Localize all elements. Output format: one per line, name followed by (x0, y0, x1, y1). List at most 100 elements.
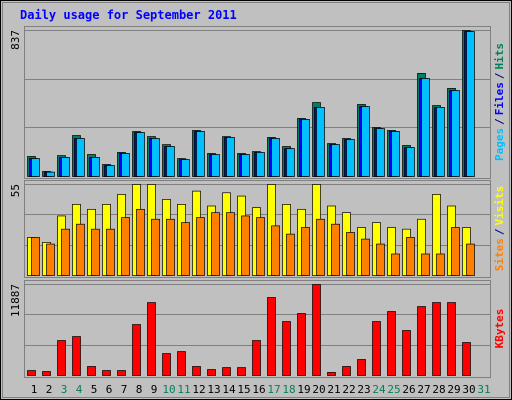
x-tick-label: 11 (177, 383, 190, 396)
bar (376, 128, 385, 177)
bar (316, 107, 325, 177)
bar (451, 90, 460, 177)
bar (57, 340, 66, 376)
bar (27, 370, 36, 376)
legend: Sites / Visits (493, 186, 506, 272)
x-tick-label: 4 (76, 383, 83, 396)
bar (346, 232, 355, 276)
x-tick-label: 8 (136, 383, 143, 396)
bar (421, 78, 430, 177)
bar (226, 137, 235, 177)
y-tick-label: 837 (9, 30, 22, 50)
x-tick-label: 26 (402, 383, 415, 396)
bar (166, 146, 175, 177)
x-tick-label: 17 (267, 383, 280, 396)
chart-title: Daily usage for September 2011 (20, 8, 237, 22)
bar (166, 218, 175, 276)
bar (192, 366, 201, 376)
bar (286, 148, 295, 177)
bar (357, 359, 366, 376)
legend-entry: KBytes (493, 309, 506, 349)
legend-entry: Hits (493, 43, 506, 70)
x-tick-label: 30 (462, 383, 475, 396)
bar (376, 243, 385, 276)
bar (237, 367, 246, 376)
bar (447, 302, 456, 376)
legend-entry: Sites (493, 238, 506, 271)
legend-separator: / (493, 72, 506, 79)
bar (421, 253, 430, 276)
y-tick-label: 55 (9, 184, 22, 197)
bar (436, 107, 445, 177)
bar (346, 139, 355, 177)
x-tick-label: 20 (312, 383, 325, 396)
legend: KBytes (493, 309, 506, 349)
bar (252, 340, 261, 376)
x-tick-label: 18 (282, 383, 295, 396)
bar (106, 165, 115, 177)
bar (436, 253, 445, 276)
bar (271, 225, 280, 276)
legend: Pages / Files / Hits (493, 43, 506, 161)
x-tick-label: 6 (106, 383, 113, 396)
x-tick-label: 7 (121, 383, 128, 396)
x-tick-label: 23 (357, 383, 370, 396)
bar (342, 366, 351, 376)
bar (301, 119, 310, 177)
legend-entry: Visits (493, 186, 506, 226)
bar (177, 351, 186, 376)
x-tick-label: 21 (327, 383, 340, 396)
bar (466, 243, 475, 276)
bar (91, 228, 100, 276)
x-tick-label: 24 (372, 383, 386, 396)
bar (147, 302, 156, 376)
bar (196, 131, 205, 177)
bar (196, 217, 205, 276)
x-tick-label: 27 (417, 383, 430, 396)
bar (226, 212, 235, 276)
x-tick-label: 10 (162, 383, 175, 396)
bar (406, 147, 415, 177)
bar (121, 217, 130, 276)
bar (87, 366, 96, 376)
x-tick-label: 14 (222, 383, 236, 396)
bar (462, 342, 471, 376)
bar (117, 370, 126, 376)
bar (432, 302, 441, 376)
x-tick-label: 2 (46, 383, 53, 396)
bar (222, 367, 231, 376)
bar (297, 313, 306, 376)
bar (151, 138, 160, 177)
bar (361, 238, 370, 276)
x-tick-label: 28 (432, 383, 445, 396)
bar (42, 371, 51, 376)
bar (241, 154, 250, 177)
x-tick-label: 3 (61, 383, 68, 396)
bar (31, 158, 40, 177)
legend-entry: Files (493, 82, 506, 115)
bar (451, 227, 460, 276)
bar (402, 330, 411, 376)
x-tick-label: 16 (252, 383, 265, 396)
bar (271, 138, 280, 177)
bar (211, 154, 220, 177)
x-tick-label: 29 (447, 383, 460, 396)
bar (211, 212, 220, 276)
bar (46, 171, 55, 177)
bar (301, 227, 310, 276)
bar (106, 228, 115, 276)
bar (417, 306, 426, 376)
bar (61, 157, 70, 177)
bar (406, 237, 415, 276)
bar (46, 243, 55, 276)
bar (162, 353, 171, 376)
bar (256, 217, 265, 276)
bar (91, 157, 100, 177)
x-tick-label: 9 (151, 383, 158, 396)
bar (256, 152, 265, 177)
legend-separator: / (493, 228, 506, 235)
x-tick-label: 31 (477, 383, 490, 396)
bar (102, 370, 111, 376)
